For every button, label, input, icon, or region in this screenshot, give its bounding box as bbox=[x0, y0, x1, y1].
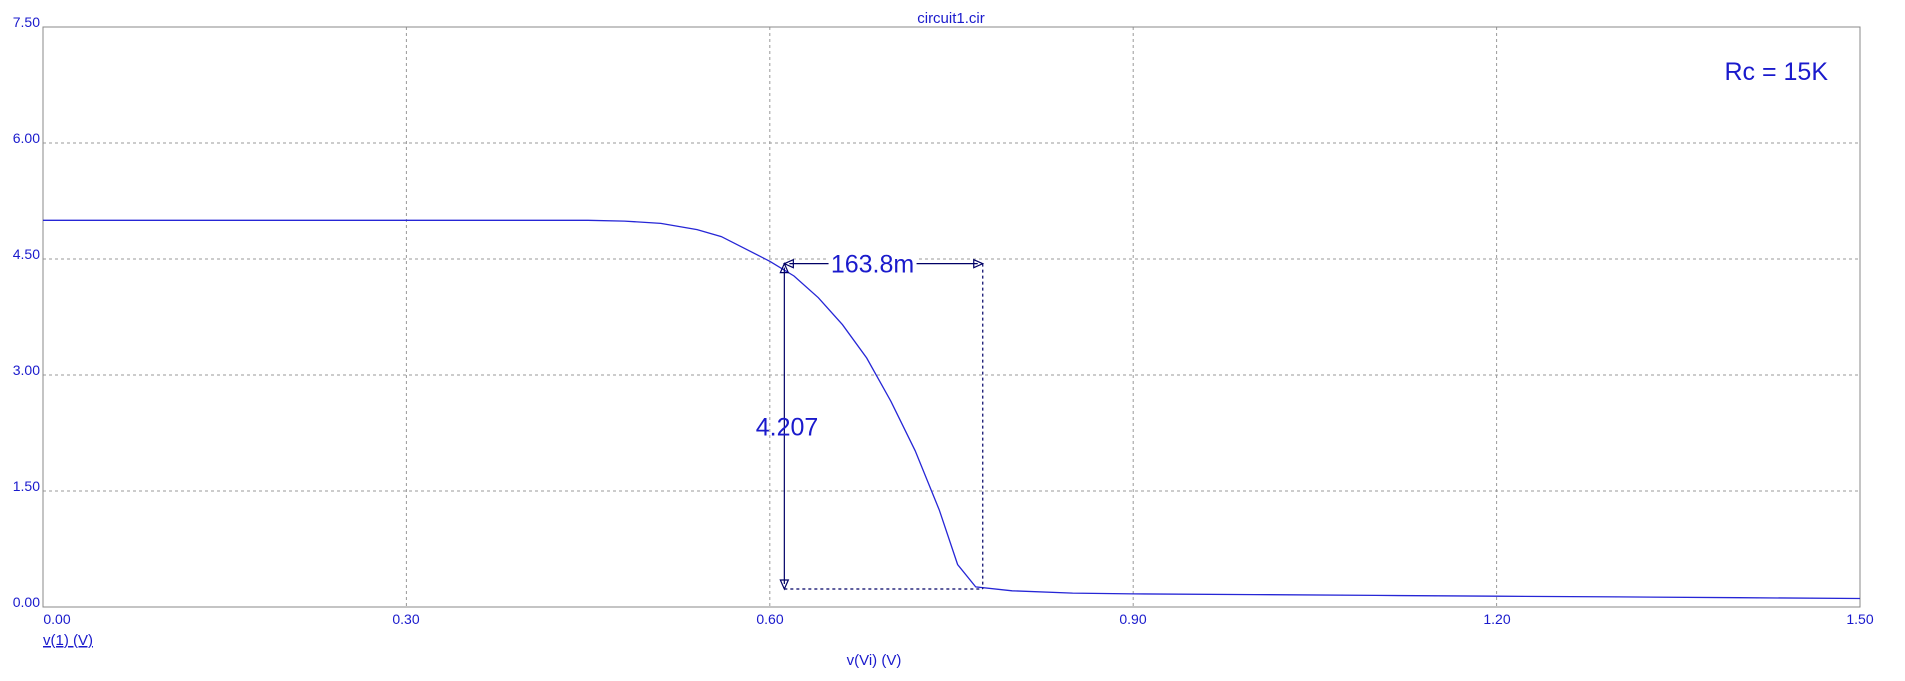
arrowhead-left bbox=[782, 258, 794, 269]
x-tick-label: 1.20 bbox=[1483, 611, 1510, 627]
arrowhead-up bbox=[779, 262, 790, 274]
y-tick-label: 0.00 bbox=[13, 594, 40, 610]
x-tick-label: 1.50 bbox=[1846, 611, 1873, 627]
dy-label: 4.207 bbox=[756, 413, 819, 441]
x-axis-label: v(Vi) (V) bbox=[847, 652, 902, 669]
series-line bbox=[43, 219, 1861, 600]
y-tick-label: 7.50 bbox=[13, 14, 40, 30]
arrowhead-right bbox=[973, 258, 985, 269]
plot-frame bbox=[42, 26, 1861, 608]
x-tick-label: 0.00 bbox=[43, 611, 70, 627]
cursor-measurement: 163.8m 4.207 bbox=[756, 251, 985, 591]
dx-label-background bbox=[828, 251, 917, 276]
plot-area bbox=[43, 27, 1860, 607]
y-tick-labels: 0.00 1.50 3.00 4.50 6.00 7.50 bbox=[13, 14, 40, 610]
x-tick-label: 0.90 bbox=[1119, 611, 1146, 627]
chart-title: circuit1.cir bbox=[917, 10, 985, 27]
arrowhead-down bbox=[779, 579, 790, 591]
x-tick-labels: 0.00 0.30 0.60 0.90 1.20 1.50 bbox=[43, 611, 1873, 627]
dx-label: 163.8m bbox=[831, 251, 914, 279]
x-tick-label: 0.60 bbox=[756, 611, 783, 627]
y-tick-label: 4.50 bbox=[13, 246, 40, 262]
y-tick-label: 6.00 bbox=[13, 130, 40, 146]
y-tick-label: 3.00 bbox=[13, 362, 40, 378]
rc-annotation: Rc = 15K bbox=[1724, 58, 1828, 86]
y-tick-label: 1.50 bbox=[13, 478, 40, 494]
x-tick-label: 0.30 bbox=[392, 611, 419, 627]
y-axis-label: v(1) (V) bbox=[43, 632, 93, 649]
grid-lines bbox=[43, 27, 1860, 607]
